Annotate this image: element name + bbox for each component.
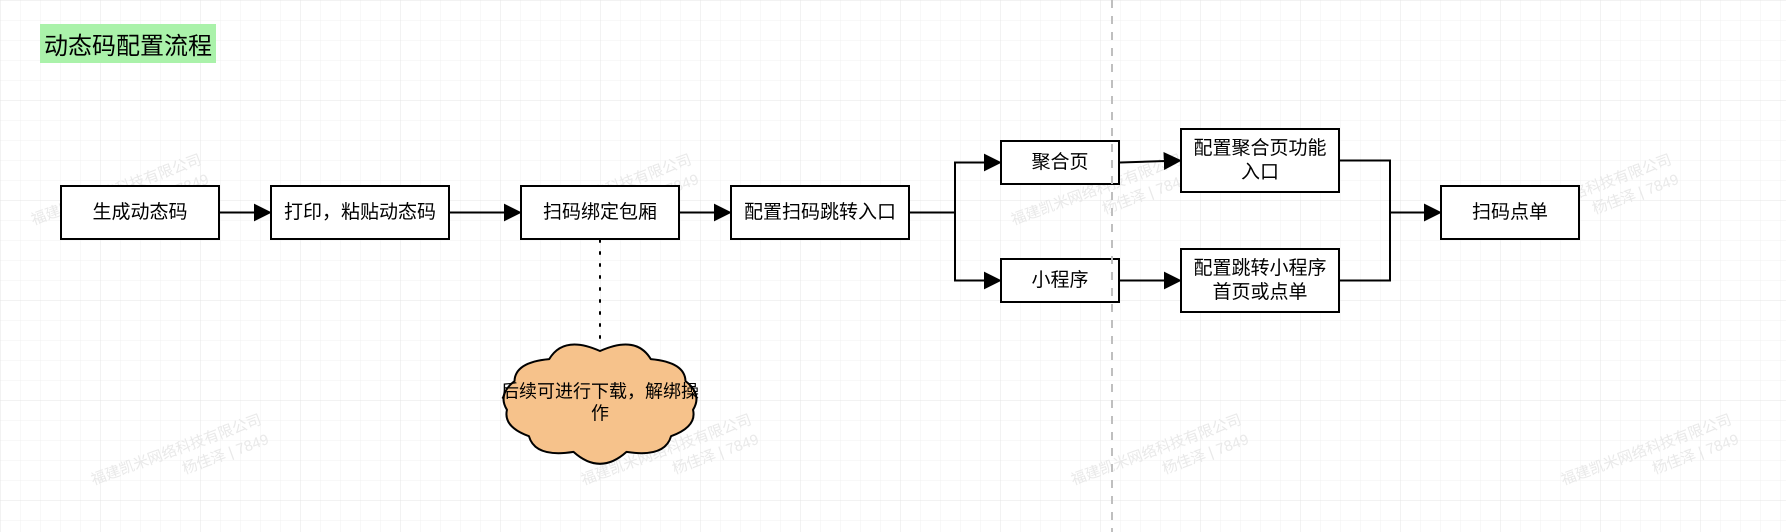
node-scan-bind-room: 扫码绑定包厢 [520,185,680,240]
node-label: 生成动态码 [92,201,187,225]
watermark-text: 福建凯米网络科技有限公司杨佳泽 | 7849 [88,409,272,510]
node-scan-order: 扫码点单 [1440,185,1580,240]
node-config-aggregate: 配置聚合页功能入口 [1180,128,1340,193]
diagram-title: 动态码配置流程 [40,24,216,63]
flowchart-canvas: 福建凯米网络科技有限公司杨佳泽 | 7849 福建凯米网络科技有限公司杨佳泽 | … [0,0,1786,532]
node-label: 打印，粘贴动态码 [284,201,436,225]
watermark-text: 福建凯米网络科技有限公司杨佳泽 | 7849 [1068,409,1252,510]
node-miniprogram: 小程序 [1000,258,1120,303]
edges-layer [0,0,1786,532]
watermark-text: 福建凯米网络科技有限公司杨佳泽 | 7849 [1558,409,1742,510]
node-label: 配置扫码跳转入口 [744,201,896,225]
cloud-shape [500,345,700,460]
node-aggregate-page: 聚合页 [1000,140,1120,185]
node-config-miniprogram: 配置跳转小程序首页或点单 [1180,248,1340,313]
node-label: 扫码绑定包厢 [543,201,657,225]
node-label: 小程序 [1031,269,1088,293]
annotation-cloud: 后续可进行下载，解绑操作 [500,345,700,460]
node-label: 聚合页 [1031,151,1088,175]
node-generate-code: 生成动态码 [60,185,220,240]
node-config-entry: 配置扫码跳转入口 [730,185,910,240]
node-print-paste: 打印，粘贴动态码 [270,185,450,240]
node-label: 配置聚合页功能入口 [1188,137,1332,185]
grid-background [0,0,1786,532]
node-label: 扫码点单 [1472,201,1548,225]
node-label: 配置跳转小程序首页或点单 [1188,257,1332,305]
